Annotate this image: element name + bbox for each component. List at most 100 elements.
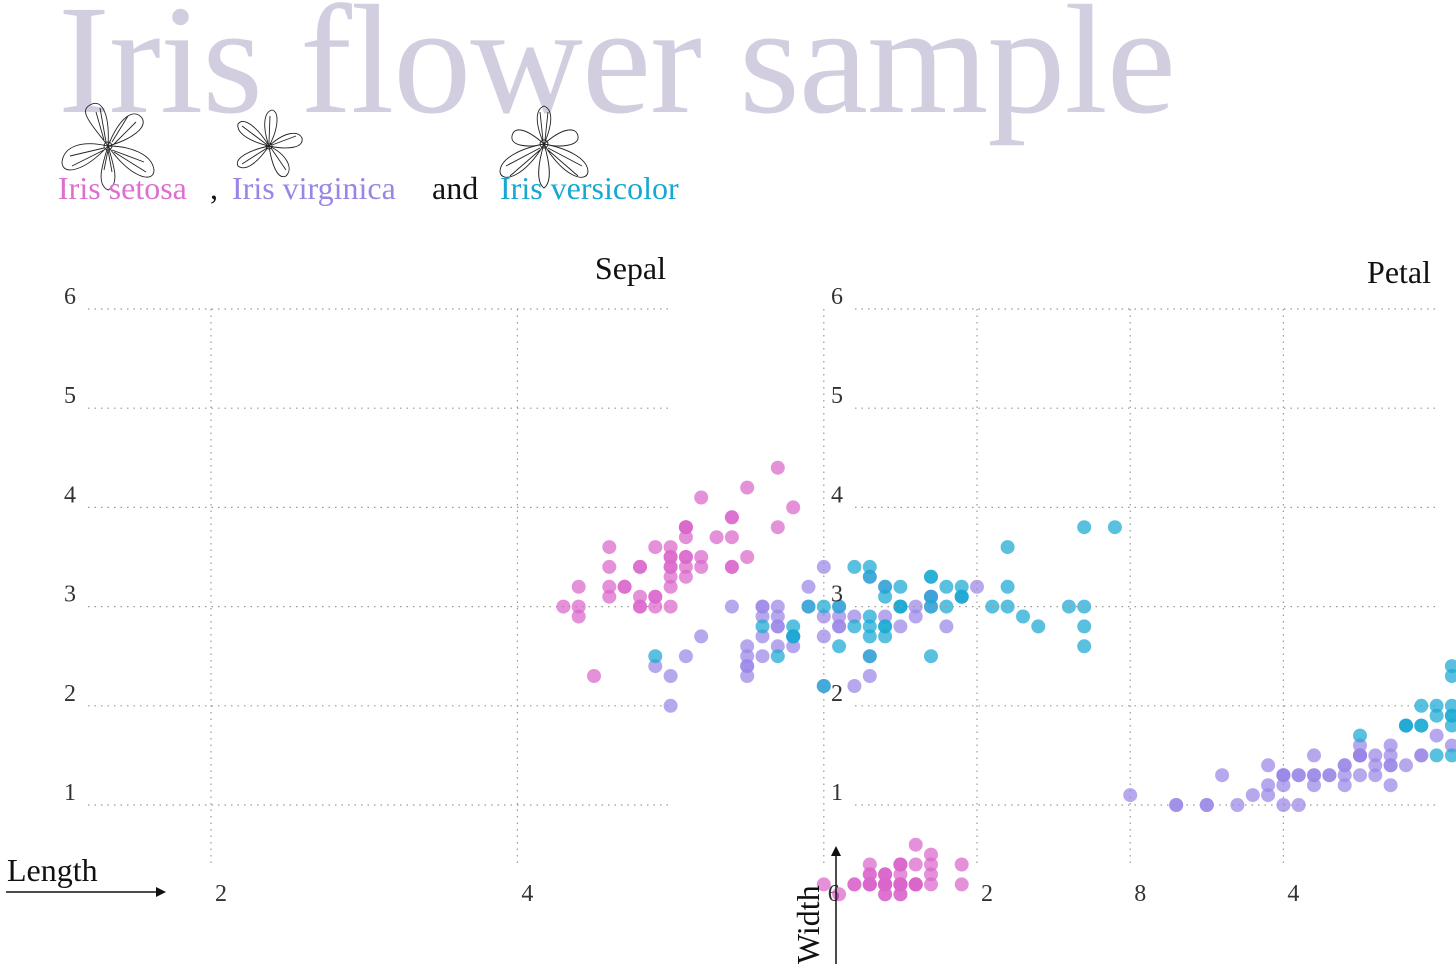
- data-point: [556, 599, 571, 614]
- data-point: [694, 490, 709, 505]
- data-point: [893, 887, 908, 902]
- data-point: [663, 579, 678, 594]
- data-point: [770, 649, 785, 664]
- data-point: [587, 669, 601, 683]
- data-point: [724, 530, 739, 545]
- legend-and: and: [432, 170, 479, 206]
- data-point: [786, 639, 801, 654]
- data-point: [1399, 758, 1413, 773]
- data-point: [770, 599, 785, 614]
- data-point: [648, 540, 663, 555]
- x-tick-label: 8: [1134, 881, 1146, 907]
- data-point: [1353, 728, 1367, 743]
- data-point: [1199, 798, 1214, 812]
- data-point: [663, 669, 678, 683]
- data-point: [924, 867, 938, 882]
- data-point: [1368, 758, 1383, 773]
- data-point: [617, 579, 632, 594]
- data-point: [816, 599, 831, 614]
- data-point: [908, 609, 923, 624]
- data-point: [770, 460, 785, 475]
- data-point: [678, 569, 693, 584]
- data-point: [1307, 778, 1321, 793]
- data-point: [862, 867, 877, 882]
- data-point: [1107, 520, 1122, 535]
- data-point: [1276, 768, 1291, 783]
- data-point: [924, 857, 938, 872]
- data-point: [878, 867, 893, 882]
- data-point: [1016, 609, 1030, 624]
- data-point: [893, 877, 908, 892]
- data-point: [1261, 758, 1276, 773]
- data-point: [1399, 718, 1413, 733]
- data-point: [1353, 738, 1367, 753]
- data-point: [1429, 698, 1444, 713]
- data-point: [893, 867, 908, 882]
- data-point: [602, 579, 617, 594]
- data-point: [893, 857, 908, 872]
- width-arrow-icon: [831, 846, 841, 964]
- data-point: [1444, 669, 1456, 683]
- data-point: [1261, 788, 1276, 803]
- y-tick-label: 5: [831, 383, 843, 409]
- data-point: [740, 639, 755, 654]
- data-point: [954, 579, 969, 594]
- data-point: [1245, 788, 1260, 803]
- x-tick-label: 2: [981, 881, 993, 907]
- y-tick-label: 2: [831, 681, 843, 707]
- data-point: [1000, 599, 1015, 614]
- data-point: [633, 589, 647, 604]
- setosa-flower-illustration: [61, 102, 155, 191]
- data-point: [1429, 728, 1444, 743]
- data-point: [648, 659, 663, 674]
- data-point: [740, 649, 755, 664]
- data-point: [1337, 768, 1352, 783]
- data-point: [954, 857, 969, 872]
- data-point: [678, 530, 693, 545]
- data-point: [1230, 798, 1245, 812]
- y-tick-label: 6: [831, 284, 843, 310]
- y-tick-label: 3: [831, 582, 843, 608]
- data-point: [571, 579, 586, 594]
- data-point: [633, 559, 647, 574]
- data-point: [571, 599, 586, 614]
- data-point: [678, 559, 693, 574]
- page-title: Iris flower sample: [58, 0, 1176, 146]
- data-point: [832, 619, 847, 634]
- x-tick-label: 4: [521, 881, 533, 907]
- data-point: [924, 599, 938, 614]
- data-point: [602, 589, 617, 604]
- data-point: [816, 609, 831, 624]
- data-point: [678, 550, 693, 564]
- data-point: [1261, 778, 1276, 793]
- data-point: [1291, 798, 1306, 812]
- data-point: [1307, 748, 1321, 763]
- data-point: [1307, 768, 1321, 783]
- data-point: [724, 559, 739, 574]
- data-point: [847, 559, 862, 574]
- length-arrow-icon: [6, 887, 166, 897]
- data-point: [1337, 758, 1352, 773]
- data-point: [878, 589, 893, 604]
- data-point: [1414, 748, 1429, 763]
- data-point: [1383, 748, 1398, 763]
- legend-setosa: Iris setosa: [58, 170, 187, 206]
- data-point: [862, 649, 877, 664]
- data-point: [602, 559, 617, 574]
- data-point: [878, 877, 893, 892]
- versicolor-flower-illustration: [499, 105, 589, 189]
- data-point: [847, 609, 862, 624]
- panel-title: Petal: [1367, 254, 1431, 290]
- data-point: [862, 877, 877, 892]
- data-point: [816, 559, 831, 574]
- data-point: [755, 619, 770, 634]
- data-point: [1383, 738, 1398, 753]
- data-point: [1414, 698, 1429, 713]
- data-point: [862, 669, 877, 683]
- data-point: [939, 619, 954, 634]
- data-point: [862, 629, 877, 644]
- data-point: [678, 520, 693, 535]
- data-point: [878, 579, 893, 594]
- y-tick-label: 1: [64, 780, 76, 806]
